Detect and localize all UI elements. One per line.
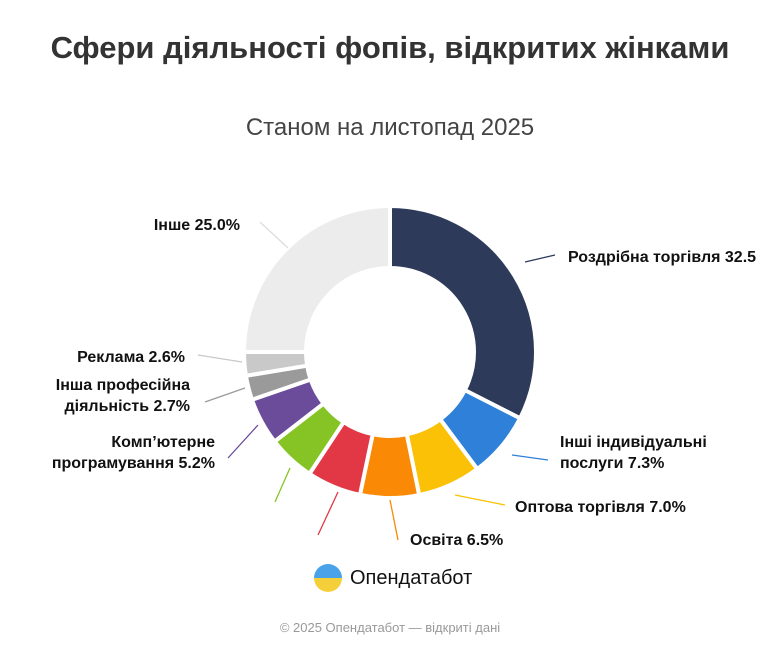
chart-subtitle: Станом на листопад 2025 bbox=[245, 114, 535, 141]
slice-label: Інше 25.0% bbox=[154, 217, 240, 234]
slice-label: Оптова торгівля 7.0% bbox=[515, 499, 686, 516]
slice-label: Освіта 6.5% bbox=[410, 532, 503, 549]
slice-label: Роздрібна торгівля 32.5 bbox=[568, 249, 756, 266]
leader-line bbox=[511, 454, 549, 461]
leader-line bbox=[454, 494, 506, 506]
logo-icon bbox=[314, 564, 342, 592]
leader-line bbox=[317, 491, 339, 536]
logo: Опендатабот bbox=[314, 564, 472, 592]
leader-line bbox=[274, 467, 291, 503]
donut-slice bbox=[388, 204, 538, 421]
leader-line bbox=[524, 254, 556, 263]
leader-line bbox=[389, 499, 399, 541]
footer: © 2025 Опендатабот — відкриті дані bbox=[279, 620, 501, 635]
leader-line bbox=[227, 424, 259, 459]
slice-label: Інші індивідуальні послуги 7.3% bbox=[560, 434, 707, 472]
slice-label: Реклама 2.6% bbox=[77, 349, 185, 366]
logo-text: Опендатабот bbox=[350, 566, 473, 589]
chart-title: Сфери діяльності фопів, відкритих жінкам… bbox=[50, 30, 730, 65]
leader-line bbox=[197, 354, 243, 363]
slice-label: Інша професійна діяльність 2.7% bbox=[56, 377, 190, 415]
slice-label: Комп’ютерне програмування 5.2% bbox=[52, 434, 215, 472]
leader-line bbox=[204, 387, 246, 403]
donut-slice bbox=[242, 204, 392, 354]
leader-line bbox=[259, 221, 289, 249]
